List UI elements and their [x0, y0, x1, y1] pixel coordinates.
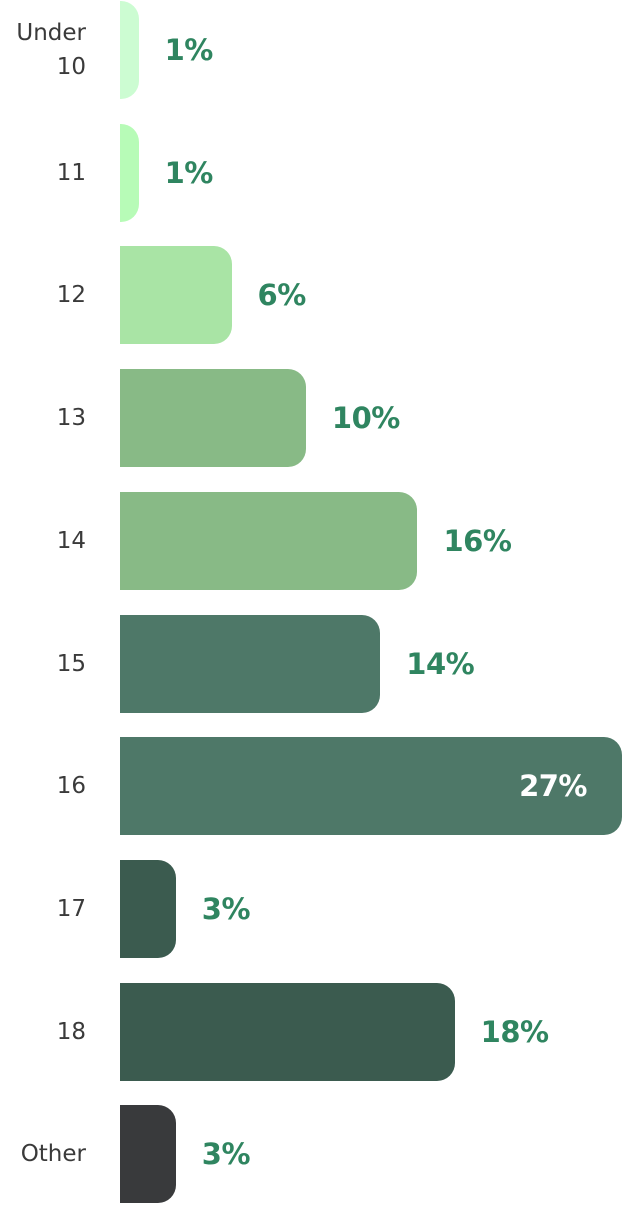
value-label: 27% [519, 769, 587, 804]
bar [120, 246, 232, 345]
value-label: 6% [257, 278, 307, 313]
bar [120, 369, 306, 468]
category-label: 13 [56, 405, 86, 432]
category-label: 17 [56, 895, 86, 922]
category-label: 18 [56, 1018, 86, 1045]
value-label: 3% [201, 1137, 251, 1172]
value-label: 10% [331, 401, 400, 436]
bar [120, 614, 381, 713]
bar [120, 982, 455, 1081]
category-label: 12 [56, 282, 86, 309]
value-label: 1% [164, 155, 214, 190]
bar [120, 123, 139, 222]
bar [120, 737, 622, 836]
category-label: 16 [56, 773, 86, 800]
category-label: 15 [56, 650, 86, 677]
bar [120, 1, 139, 99]
category-label: Other [20, 1141, 86, 1168]
value-label: 14% [406, 646, 475, 681]
bar [120, 1105, 176, 1204]
category-label: 11 [56, 159, 86, 186]
value-label: 3% [201, 891, 251, 926]
category-label: 14 [56, 527, 86, 554]
category-label: Under 10 [16, 20, 86, 80]
value-label: 18% [480, 1014, 549, 1049]
bar [120, 859, 176, 958]
bar [120, 491, 418, 590]
value-label: 16% [443, 523, 512, 558]
value-label: 1% [164, 33, 214, 67]
